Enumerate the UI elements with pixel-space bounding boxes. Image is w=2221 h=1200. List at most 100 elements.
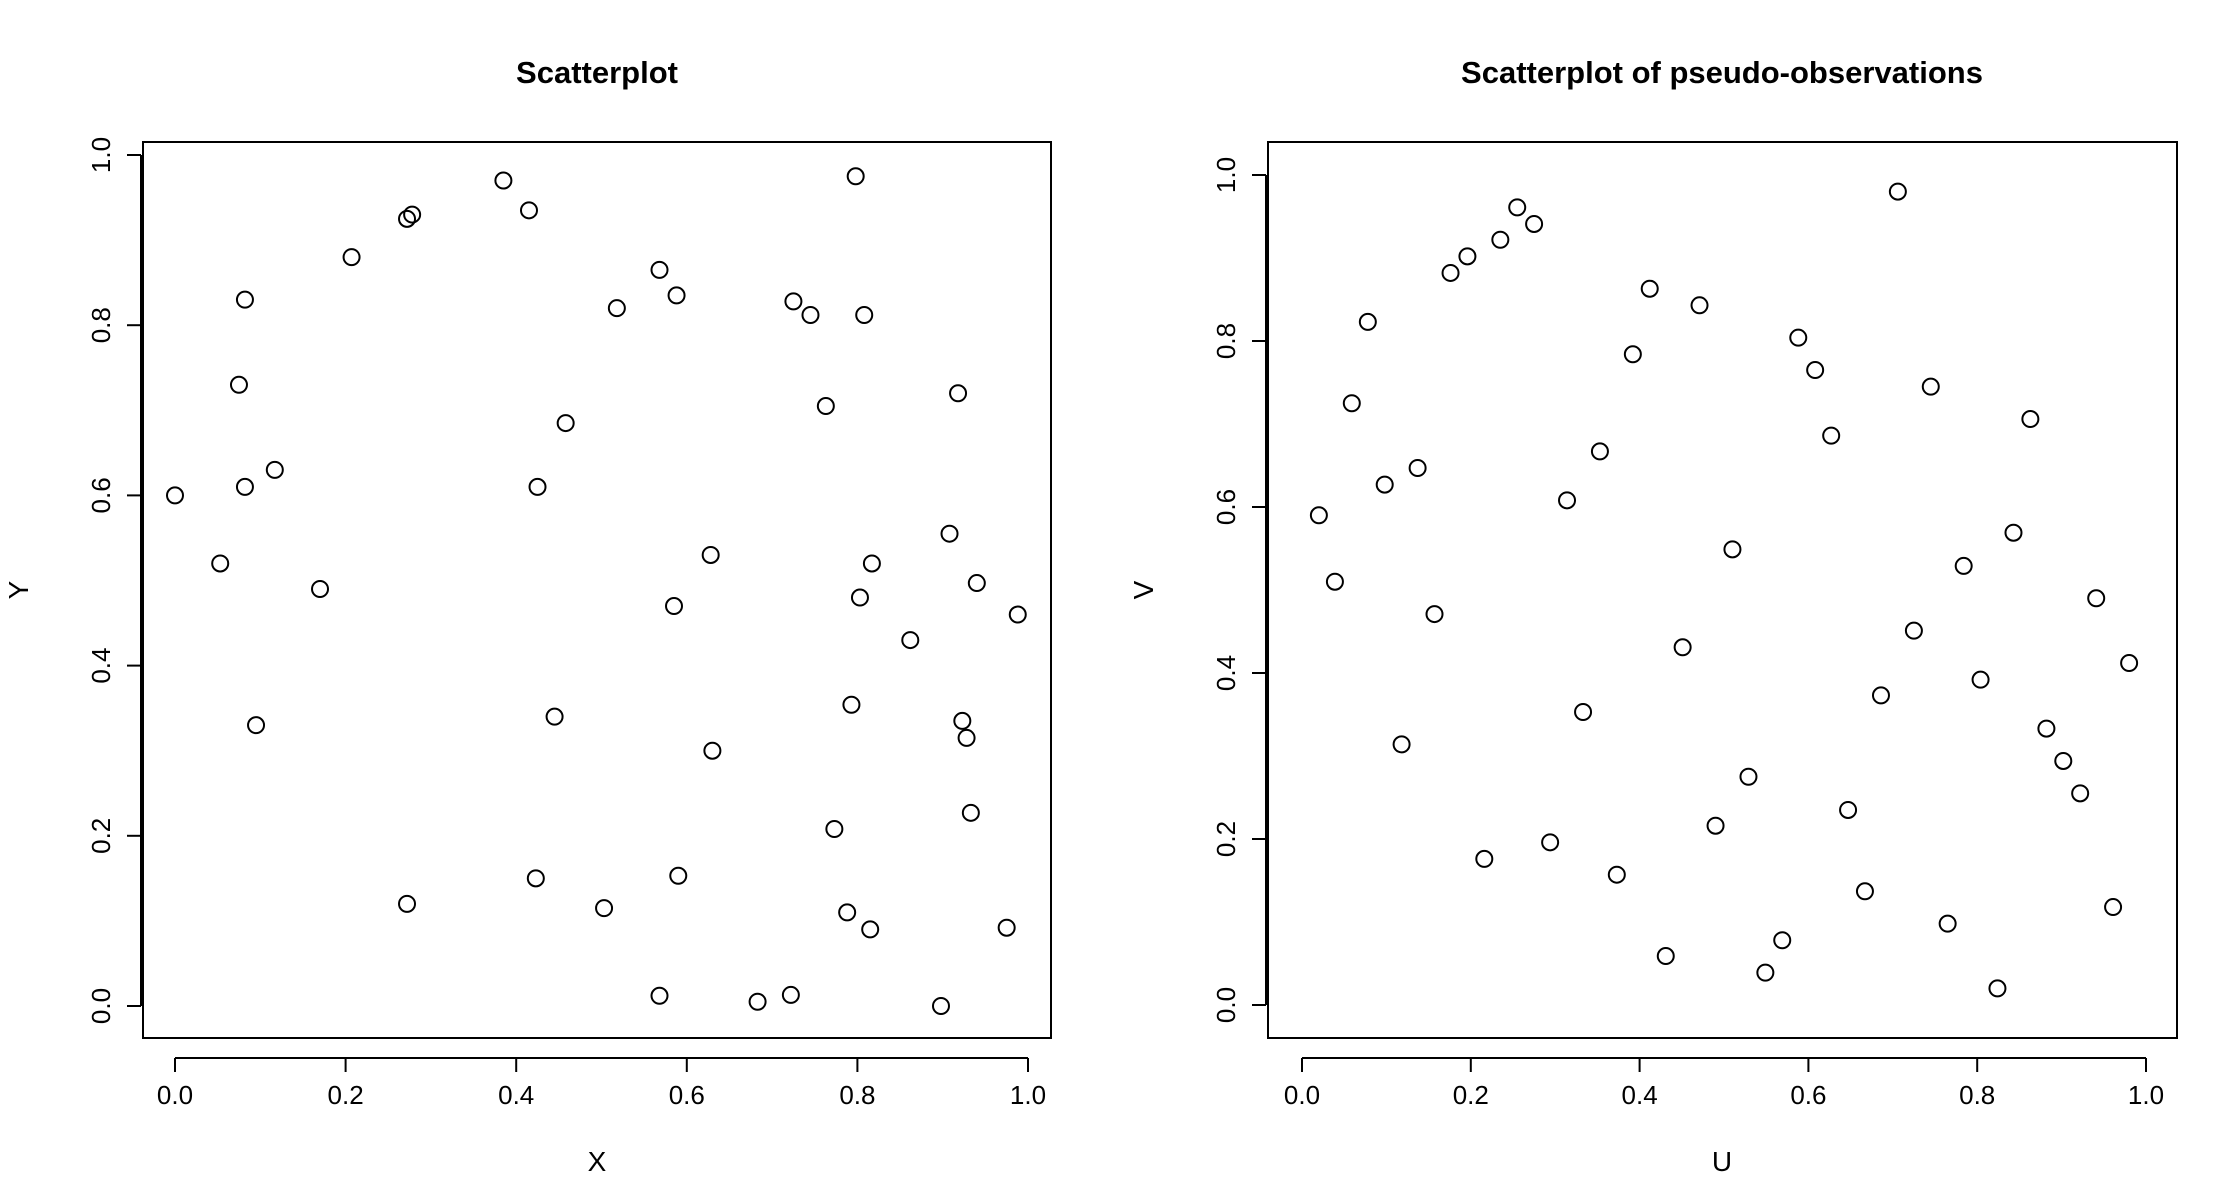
data-point bbox=[398, 209, 417, 228]
data-point bbox=[1640, 279, 1659, 298]
data-point bbox=[1491, 230, 1510, 249]
data-point bbox=[665, 597, 684, 616]
data-point bbox=[940, 524, 959, 543]
data-point bbox=[861, 920, 880, 939]
x-tick-label: 0.0 bbox=[157, 1080, 193, 1110]
y-tick-label: 0.8 bbox=[86, 307, 116, 343]
point-layer bbox=[166, 167, 1027, 1015]
data-point bbox=[667, 286, 686, 305]
data-point bbox=[1475, 849, 1494, 868]
data-point bbox=[1971, 670, 1990, 689]
data-point bbox=[1408, 458, 1427, 477]
data-point bbox=[211, 554, 230, 573]
point-layer bbox=[1309, 182, 2139, 998]
data-point bbox=[2120, 654, 2139, 673]
x-axis: 0.0 0.2 0.4 0.6 0.8 1.0 bbox=[1284, 1057, 2164, 1110]
y-axis: 0.0 0.2 0.4 0.6 0.8 1.0 bbox=[1211, 157, 1267, 1023]
data-point bbox=[1806, 361, 1825, 380]
data-point bbox=[311, 580, 330, 599]
data-point bbox=[701, 545, 720, 564]
data-point bbox=[2037, 719, 2056, 738]
data-point bbox=[1325, 572, 1344, 591]
data-point bbox=[967, 574, 986, 593]
data-point bbox=[1888, 182, 1907, 201]
data-point bbox=[2087, 589, 2106, 608]
data-point bbox=[1623, 345, 1642, 364]
chart-title: Scatterplot bbox=[516, 55, 678, 90]
data-point bbox=[1375, 475, 1394, 494]
y-axis: 0.0 0.2 0.4 0.6 0.8 1.0 bbox=[86, 137, 142, 1024]
data-point bbox=[1921, 377, 1940, 396]
plot-frame bbox=[142, 141, 1052, 1039]
data-point bbox=[1739, 767, 1758, 786]
data-point bbox=[1690, 296, 1709, 315]
data-point bbox=[342, 248, 361, 267]
data-point bbox=[398, 894, 417, 913]
data-point bbox=[2054, 751, 2073, 770]
data-point bbox=[650, 986, 669, 1005]
data-point bbox=[1458, 247, 1477, 266]
y-tick-label: 0.6 bbox=[1211, 489, 1241, 525]
data-point bbox=[850, 588, 869, 607]
data-point bbox=[235, 477, 254, 496]
chart-title: Scatterplot of pseudo-observations bbox=[1461, 55, 1983, 90]
data-point bbox=[703, 741, 722, 760]
data-point bbox=[1558, 491, 1577, 510]
data-point bbox=[1789, 328, 1808, 347]
data-point bbox=[1839, 800, 1858, 819]
data-point bbox=[801, 305, 820, 324]
data-point bbox=[862, 554, 881, 573]
data-point bbox=[748, 992, 767, 1011]
data-point bbox=[842, 695, 861, 714]
data-point bbox=[1590, 442, 1609, 461]
x-axis: 0.0 0.2 0.4 0.6 0.8 1.0 bbox=[157, 1057, 1046, 1110]
x-tick-label: 0.0 bbox=[1284, 1080, 1320, 1110]
data-point bbox=[1871, 686, 1890, 705]
data-point bbox=[1358, 312, 1377, 331]
data-point bbox=[816, 397, 835, 416]
data-point bbox=[2104, 898, 2123, 917]
data-point bbox=[931, 997, 950, 1015]
data-point bbox=[1723, 540, 1742, 559]
y-tick-label: 0.0 bbox=[86, 988, 116, 1024]
data-point bbox=[1342, 394, 1361, 413]
y-tick-label: 0.4 bbox=[86, 648, 116, 684]
data-point bbox=[229, 375, 248, 394]
scatterplot-panel: Scatterplot 0.0 0.2 0.4 0.6 0.8 1.0 0.0 0.2 0.4… bbox=[3, 55, 1052, 1177]
data-point bbox=[2004, 523, 2023, 542]
data-point bbox=[997, 918, 1016, 937]
data-point bbox=[846, 167, 865, 186]
x-axis-label: X bbox=[588, 1146, 607, 1177]
y-tick-label: 0.2 bbox=[86, 818, 116, 854]
x-tick-label: 0.8 bbox=[1959, 1080, 1995, 1110]
data-point bbox=[1425, 605, 1444, 624]
data-point bbox=[838, 903, 857, 922]
data-point bbox=[247, 716, 266, 735]
data-point bbox=[961, 803, 980, 822]
data-point bbox=[528, 477, 547, 496]
data-point bbox=[235, 290, 254, 309]
data-point bbox=[957, 728, 976, 747]
data-point bbox=[556, 414, 575, 433]
x-tick-label: 0.4 bbox=[1622, 1080, 1658, 1110]
x-tick-label: 0.6 bbox=[669, 1080, 705, 1110]
y-axis-label: Y bbox=[3, 580, 34, 599]
data-point bbox=[595, 899, 614, 918]
data-point bbox=[1756, 963, 1775, 982]
data-point bbox=[855, 305, 874, 324]
plot-frame bbox=[1267, 141, 2178, 1039]
data-point bbox=[545, 707, 564, 726]
x-tick-label: 0.8 bbox=[839, 1080, 875, 1110]
data-point bbox=[669, 866, 688, 885]
data-point bbox=[2021, 410, 2040, 429]
data-point bbox=[1574, 703, 1593, 722]
y-tick-label: 1.0 bbox=[1211, 157, 1241, 193]
data-point bbox=[784, 292, 803, 311]
data-point bbox=[2071, 784, 2090, 803]
x-axis-label: U bbox=[1712, 1146, 1732, 1177]
data-point bbox=[949, 384, 968, 403]
y-tick-label: 0.2 bbox=[1211, 821, 1241, 857]
data-point bbox=[1988, 979, 2007, 998]
data-point bbox=[1904, 621, 1923, 640]
data-point bbox=[1508, 198, 1527, 217]
